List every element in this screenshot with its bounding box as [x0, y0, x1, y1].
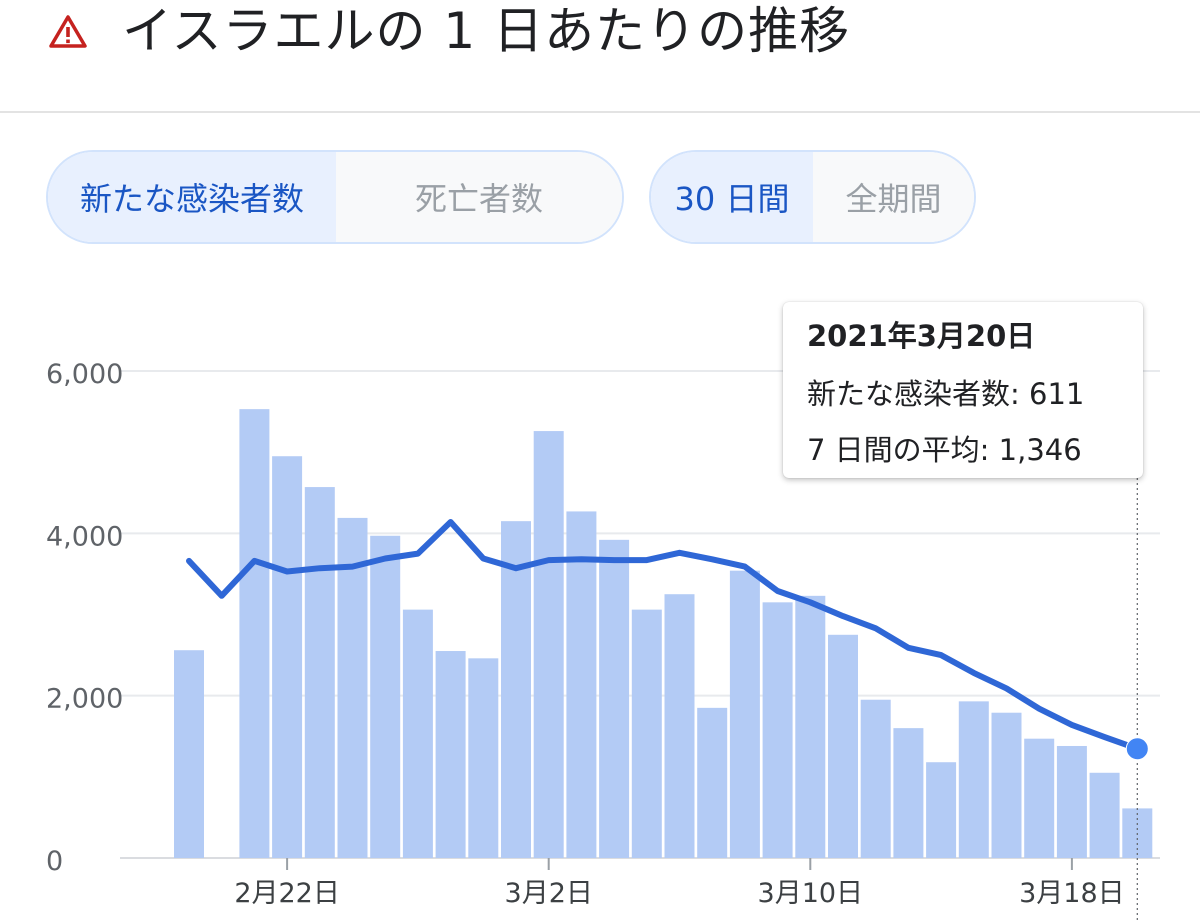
chart-tooltip: 2021年3月20日 新たな感染者数: 611 7 日間の平均: 1,346 — [783, 302, 1143, 478]
bar — [1089, 772, 1120, 858]
bar — [1024, 738, 1055, 858]
cases-chart[interactable]: 0 2,000 4,000 6,000 2月22日 3月2日 3月10日 3月18日 — [0, 260, 1200, 923]
bar — [860, 699, 891, 858]
x-tick-label: 3月18日 — [1019, 878, 1125, 909]
tooltip-average-row: 7 日間の平均: 1,346 — [807, 433, 1082, 467]
bar — [239, 409, 270, 858]
tooltip-cases-value: 611 — [1029, 377, 1085, 411]
bar — [272, 456, 303, 858]
bar — [762, 602, 793, 858]
warning-triangle-icon — [49, 15, 87, 48]
bar — [468, 658, 499, 858]
bar — [631, 609, 662, 858]
bar — [337, 517, 368, 858]
y-tick-label: 4,000 — [46, 521, 123, 552]
x-tick-label: 2月22日 — [234, 878, 340, 909]
metric-toggle: 新たな感染者数 死亡者数 — [46, 150, 624, 244]
bar — [1056, 745, 1087, 858]
bar — [795, 595, 826, 858]
average-point-highlight — [1125, 737, 1149, 761]
bar — [893, 728, 924, 858]
bar — [926, 762, 957, 858]
bar — [304, 487, 335, 858]
bar — [599, 539, 630, 858]
bar — [828, 634, 858, 858]
x-tick-label: 3月2日 — [505, 878, 593, 909]
tooltip-average-value: 1,346 — [998, 433, 1082, 467]
bar — [370, 535, 401, 858]
bar — [566, 511, 597, 858]
tooltip-cases-label: 新たな感染者数 — [807, 377, 1011, 411]
bar — [958, 701, 989, 858]
bar — [729, 570, 760, 858]
header-divider — [0, 111, 1200, 113]
x-tick-label: 3月10日 — [758, 878, 864, 909]
bar — [501, 521, 531, 858]
bar — [991, 712, 1022, 858]
new-cases-tab[interactable]: 新たな感染者数 — [48, 152, 336, 242]
bar — [402, 609, 433, 858]
y-tick-label: 2,000 — [46, 684, 123, 715]
average-line — [186, 519, 1141, 752]
bar — [533, 431, 564, 858]
range-toggle: 30 日間 全期間 — [649, 150, 976, 244]
tooltip-cases-row: 新たな感染者数: 611 — [807, 377, 1085, 411]
tooltip-average-label: 7 日間の平均 — [807, 433, 980, 467]
bar — [174, 650, 204, 858]
bar — [697, 707, 728, 858]
bar — [664, 594, 695, 858]
deaths-tab[interactable]: 死亡者数 — [336, 152, 622, 242]
bar — [435, 651, 466, 858]
header: イスラエルの 1 日あたりの推移 — [0, 0, 1200, 112]
page-title: イスラエルの 1 日あたりの推移 — [122, 2, 851, 60]
y-tick-label: 0 — [46, 846, 63, 877]
y-tick-label: 6,000 — [46, 359, 123, 390]
tooltip-date: 2021年3月20日 — [807, 319, 1036, 353]
range-30-days-tab[interactable]: 30 日間 — [651, 152, 813, 242]
range-all-time-tab[interactable]: 全期間 — [813, 152, 974, 242]
